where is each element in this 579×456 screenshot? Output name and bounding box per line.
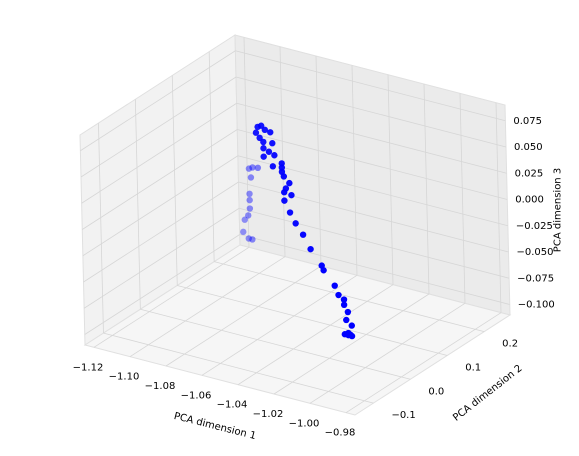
point [271,152,278,159]
z-tick-label: −0.100 [518,300,555,311]
point [267,129,274,136]
z-tick-label: −0.075 [517,273,554,284]
grid-line [235,76,507,148]
grid-line [459,93,466,304]
point [286,179,293,187]
grid-line [237,129,508,200]
grid-line [83,207,240,309]
floor-pane [83,244,512,416]
grid-line [80,76,237,178]
grid-line [177,285,448,356]
x-axis-label: PCA dimension 1 [173,411,258,442]
point [252,129,260,136]
grid-line [351,65,358,276]
point [269,163,277,170]
z-tick-label: −0.050 [517,247,554,258]
point [343,316,350,324]
x-tick-label: −1.12 [73,362,104,373]
point [280,173,288,180]
grid-line [81,102,237,204]
grid-line [279,46,286,257]
x-tick-label: −0.98 [325,428,356,439]
grid-line [315,55,322,267]
point [245,212,252,219]
point [282,185,290,192]
x-tick-label: −1.04 [217,400,248,411]
point [246,196,253,204]
point [299,231,307,238]
point [261,126,269,134]
point [256,134,263,142]
y-tick-label: 0.2 [502,339,518,350]
point [292,220,299,227]
grid-line [239,207,510,279]
grid-line [214,261,485,333]
z-tick-label: 0.025 [515,168,544,179]
point [246,205,254,212]
y-tick-label: 0.0 [428,386,444,397]
x-tick-label: −1.06 [181,390,212,401]
z-tick-label: 0.000 [515,195,544,206]
grid-line [208,51,215,262]
grid-line [239,234,510,305]
grid-line [84,234,240,335]
point [249,164,256,171]
z-axis-label: PCA dimension 3 [553,168,564,252]
point [260,138,267,146]
grid-line [103,332,374,404]
x-tick-label: −1.00 [289,418,320,429]
point [286,209,294,216]
z-tick-label: 0.075 [513,116,542,127]
grid-line [171,75,178,286]
point [241,216,248,223]
z-tick-label: 0.050 [514,142,543,153]
grid-line [236,102,507,174]
x-tick-label: −1.10 [109,372,140,383]
point [269,140,276,147]
point [331,282,338,289]
grid-line [82,129,238,230]
point [288,191,295,199]
grid-line [423,83,430,295]
point [344,308,352,316]
point [260,153,267,160]
point [281,197,288,204]
grid-line [134,99,141,310]
point [260,145,267,152]
point [245,165,253,172]
grid-line [387,74,394,285]
grid-line [98,123,104,334]
grid-line [80,50,236,152]
point [320,267,327,274]
z-tick-label: −0.025 [516,221,553,232]
grid-line [235,50,506,122]
point [254,164,262,171]
x-tick-label: −1.08 [145,381,176,392]
point [249,236,256,243]
grid-line [495,102,502,313]
x-tick-label: −1.02 [253,409,284,420]
y-tick-label: −0.1 [391,410,415,421]
point [335,291,342,299]
y-axis-label: PCA dimension 2 [451,363,524,424]
point [257,122,265,129]
point [240,228,247,236]
grid-line [83,181,239,283]
point [348,332,356,340]
point [265,148,273,155]
grid-line [82,155,239,257]
y-tick-label: 0.1 [465,362,481,373]
point [340,296,348,303]
grid-line [140,308,411,380]
point [245,235,252,242]
point [246,190,253,198]
point [348,322,355,329]
point [307,245,314,253]
point [340,301,348,309]
grid-line [243,37,250,248]
point [247,174,255,181]
